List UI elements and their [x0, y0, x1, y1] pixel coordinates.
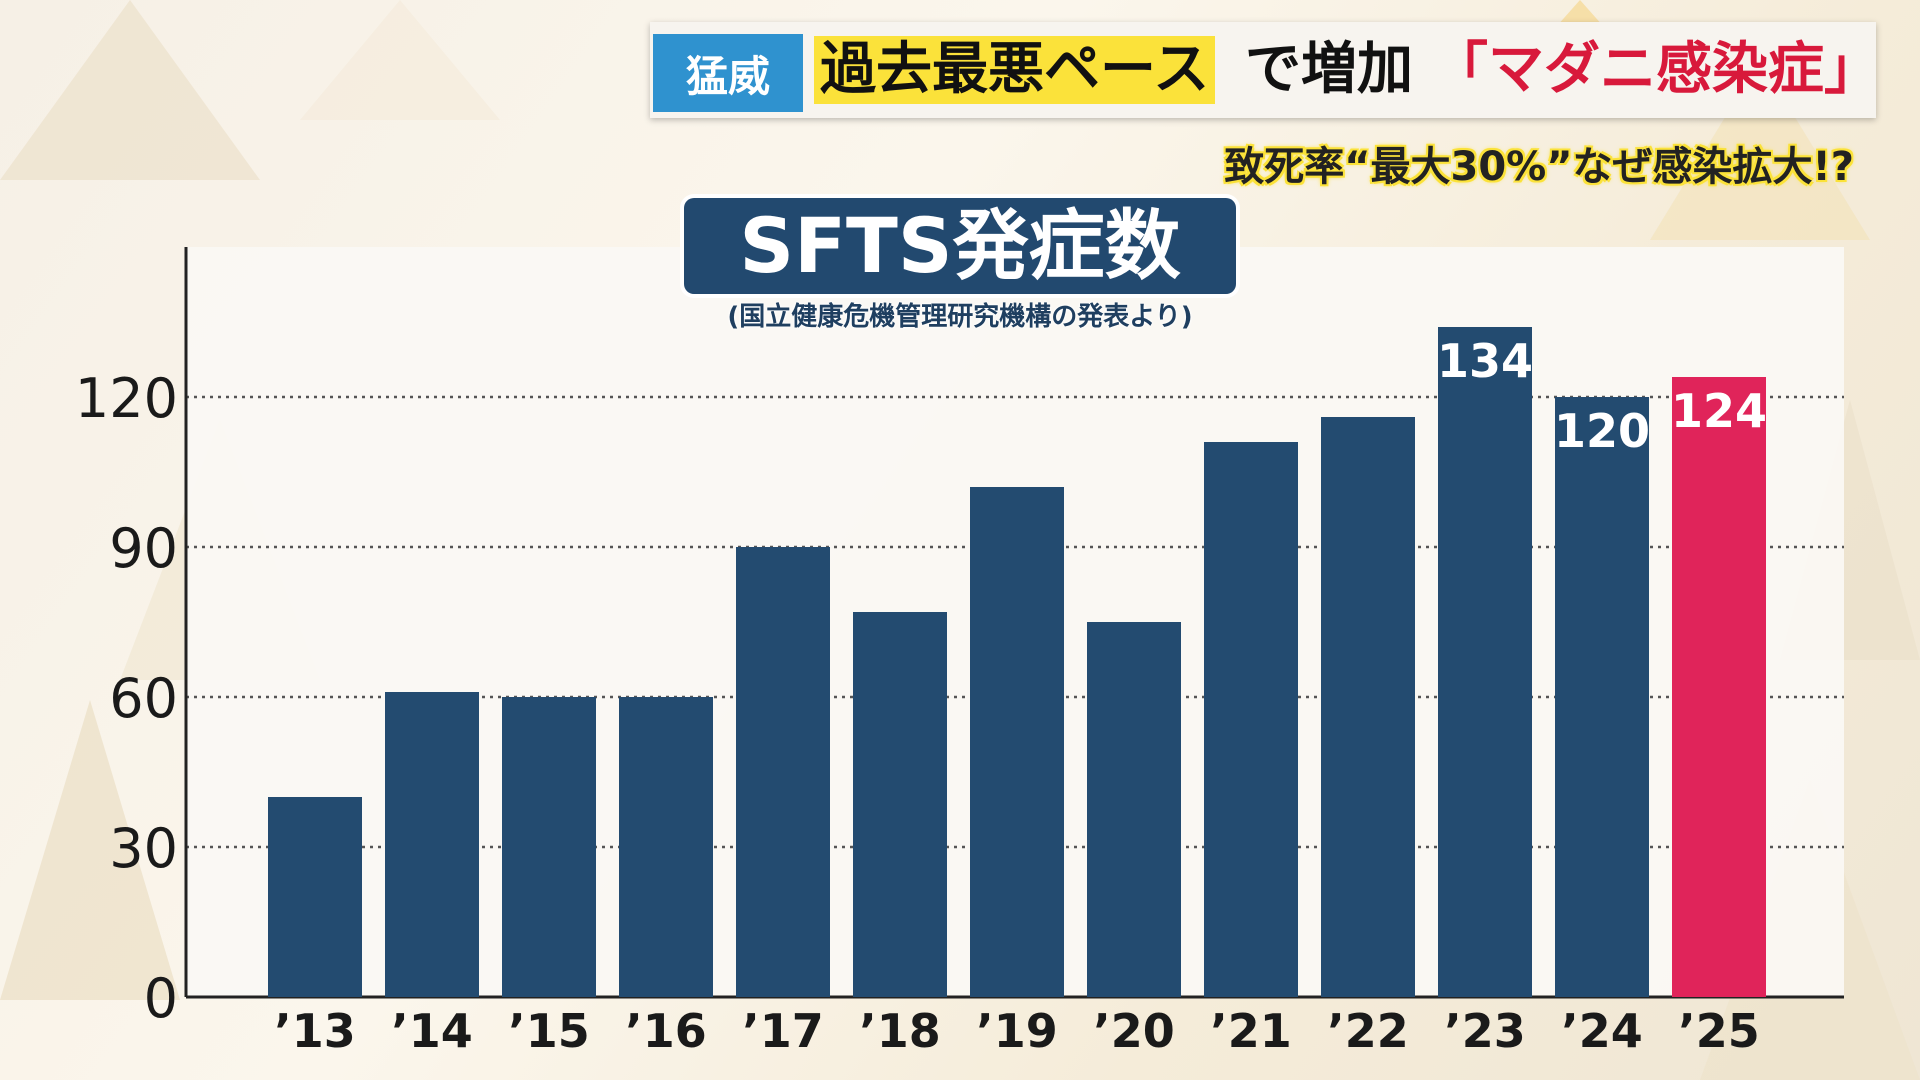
bar [1555, 397, 1649, 997]
background-shard [0, 0, 260, 180]
data-label: 120 [1554, 404, 1650, 458]
x-tick-label: ’20 [1093, 1004, 1175, 1058]
bar [1087, 622, 1181, 997]
bar [853, 612, 947, 997]
x-tick-label: ’22 [1327, 1004, 1409, 1058]
y-tick-label: 90 [109, 517, 178, 580]
x-tick-label: ’24 [1561, 1004, 1643, 1058]
x-tick-label: ’13 [274, 1004, 356, 1058]
bar [1204, 442, 1298, 997]
headline-red: 「マダニ感染症」 [1432, 37, 1880, 102]
chart-title: SFTS発症数 [684, 198, 1236, 294]
x-tick-label: ’23 [1444, 1004, 1526, 1058]
x-tick-label: ’19 [976, 1004, 1058, 1058]
headline-tag: 猛威 [653, 34, 803, 112]
x-tick-label: ’15 [508, 1004, 590, 1058]
bar [385, 692, 479, 997]
x-tick-label: ’25 [1678, 1004, 1760, 1058]
bar [970, 487, 1064, 997]
headline-middle: で増加 [1245, 37, 1413, 102]
bar [502, 697, 596, 997]
bar [1321, 417, 1415, 997]
background-shard [300, 0, 500, 120]
bar [619, 697, 713, 997]
x-tick-label: ’18 [859, 1004, 941, 1058]
y-tick-label: 120 [75, 367, 178, 430]
bar [1438, 327, 1532, 997]
bar [736, 547, 830, 997]
y-tick-label: 30 [109, 817, 178, 880]
headline-highlight: 過去最悪ペース [814, 36, 1216, 104]
x-tick-label: ’14 [391, 1004, 473, 1058]
x-tick-label: ’17 [742, 1004, 824, 1058]
background-shard [0, 700, 180, 1000]
data-label: 134 [1437, 334, 1533, 388]
bar [268, 797, 362, 997]
x-tick-label: ’21 [1210, 1004, 1292, 1058]
bar [1672, 377, 1766, 997]
data-label: 124 [1671, 384, 1767, 438]
chart-subtitle: (国立健康危機管理研究機構の発表より) [727, 302, 1193, 332]
y-tick-label: 0 [144, 967, 178, 1030]
headline-subline: 致死率“最大30%”なぜ感染拡大!? [1224, 144, 1854, 190]
y-tick-label: 60 [109, 667, 178, 730]
x-tick-label: ’16 [625, 1004, 707, 1058]
